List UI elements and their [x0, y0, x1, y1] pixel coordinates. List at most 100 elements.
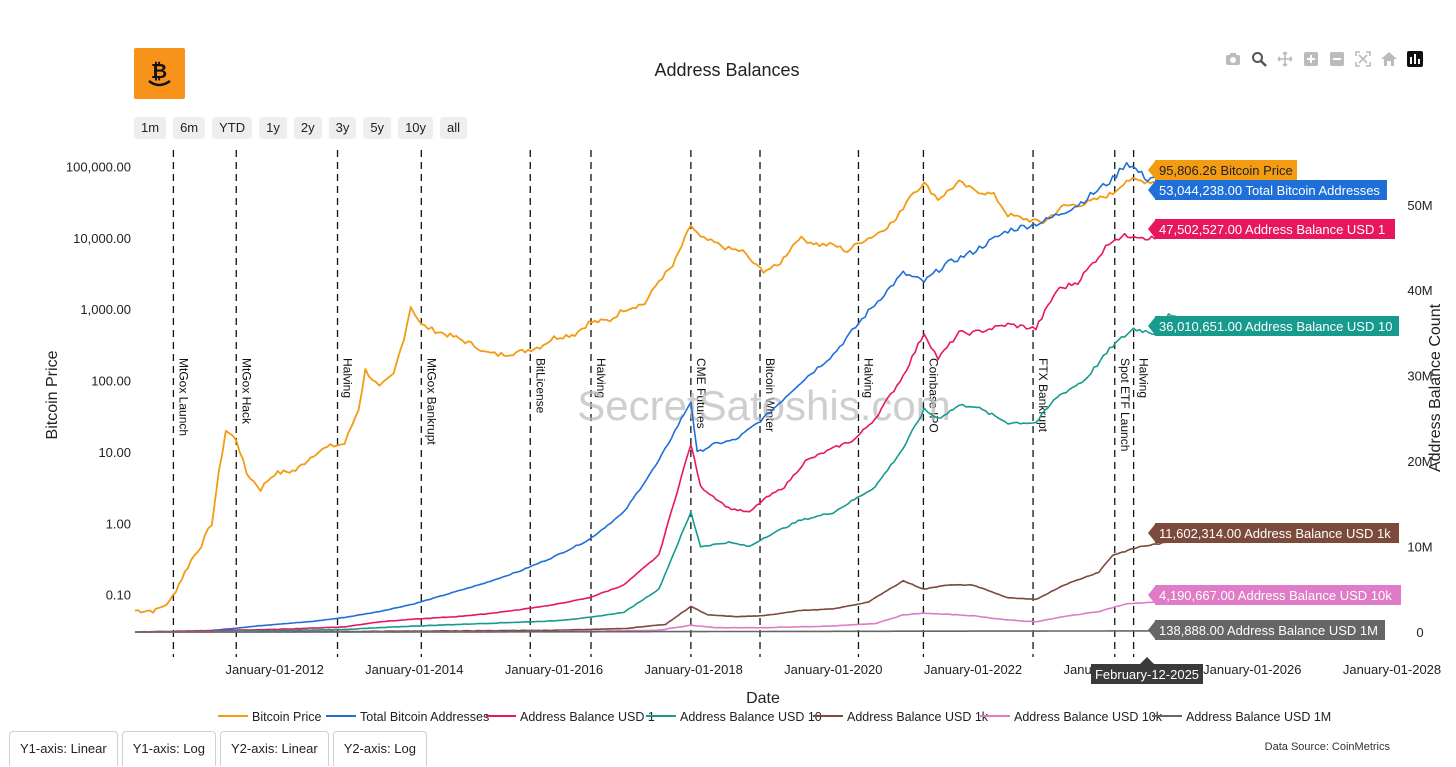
zoom-in-icon[interactable] — [1302, 50, 1320, 68]
end-label-text: 95,806.26 Bitcoin Price — [1159, 163, 1293, 178]
y1-tick-label: 0.10 — [106, 588, 131, 603]
y2-axis-title: Address Balance Count — [1427, 303, 1444, 472]
range-2y-button[interactable]: 2y — [293, 117, 322, 139]
series-line-usd10k[interactable] — [134, 595, 1191, 633]
end-label-pointer — [1148, 160, 1156, 180]
y2-tick-label: 30M — [1407, 369, 1432, 384]
end-label-text: 53,044,238.00 Total Bitcoin Addresses — [1159, 183, 1380, 198]
event-label: MtGox Launch — [176, 358, 190, 436]
event-label: Halving — [1137, 358, 1151, 398]
y1-tick-label: 10,000.00 — [73, 231, 131, 246]
legend-item-usd10[interactable]: Address Balance USD 10 — [646, 710, 822, 724]
hover-date-label: February-12-2025 — [1095, 667, 1199, 682]
end-label-text: 138,888.00 Address Balance USD 1M — [1159, 623, 1378, 638]
event-label: Halving — [341, 358, 355, 398]
event-label: MtGox Hack — [239, 358, 253, 425]
legend-item-usd1m[interactable]: Address Balance USD 1M — [1152, 710, 1331, 724]
range-6m-button[interactable]: 6m — [173, 117, 206, 139]
x-tick-label: January-01-2018 — [645, 662, 743, 677]
legend-label: Address Balance USD 1M — [1186, 710, 1331, 724]
range-1y-button[interactable]: 1y — [259, 117, 287, 139]
zoom-icon[interactable] — [1250, 50, 1268, 68]
legend-item-usd1k[interactable]: Address Balance USD 1k — [813, 710, 989, 724]
end-label-text: 36,010,651.00 Address Balance USD 10 — [1159, 319, 1392, 334]
event-label: Halving — [861, 358, 875, 398]
y1-tick-label: 10.00 — [98, 445, 131, 460]
end-label-pointer — [1148, 219, 1156, 239]
legend-label: Address Balance USD 10k — [1014, 710, 1163, 724]
event-label: Halving — [594, 358, 608, 398]
x-tick-label: January-01-2014 — [365, 662, 463, 677]
y1-tick-label: 1,000.00 — [80, 302, 131, 317]
watermark: SecretSatoshis.com — [577, 382, 951, 429]
legend-label: Address Balance USD 1k — [847, 710, 989, 724]
end-label-box — [1155, 316, 1399, 336]
chart-title: Address Balances — [654, 60, 799, 80]
end-label-pointer — [1148, 523, 1156, 543]
end-label-box — [1155, 620, 1385, 640]
end-label-usd10k: 4,190,667.00 Address Balance USD 10k — [1148, 585, 1401, 605]
end-label-total: 53,044,238.00 Total Bitcoin Addresses — [1148, 180, 1387, 200]
end-label-text: 4,190,667.00 Address Balance USD 10k — [1159, 588, 1392, 603]
y1-linear-button[interactable]: Y1-axis: Linear — [9, 731, 118, 766]
end-label-text: 11,602,314.00 Address Balance USD 1k — [1159, 526, 1391, 541]
x-tick-label: January-01-2016 — [505, 662, 603, 677]
series-line-total[interactable] — [134, 161, 1192, 633]
legend-label: Bitcoin Price — [252, 710, 322, 724]
end-label-pointer — [1148, 620, 1156, 640]
legend-item-usd1[interactable]: Address Balance USD 1 — [486, 710, 655, 724]
range-1m-button[interactable]: 1m — [134, 117, 167, 139]
end-label-usd1: 47,502,527.00 Address Balance USD 1 — [1148, 219, 1395, 239]
end-label-box — [1155, 160, 1297, 180]
end-label-pointer — [1148, 316, 1156, 336]
end-label-box — [1155, 585, 1401, 605]
modebar — [1224, 50, 1424, 68]
end-label-box — [1155, 219, 1395, 239]
legend-label: Address Balance USD 10 — [680, 710, 822, 724]
data-source: Data Source: CoinMetrics — [1264, 741, 1390, 753]
end-label-usd1m: 138,888.00 Address Balance USD 1M — [1148, 620, 1385, 640]
x-tick-label: January-01-2012 — [226, 662, 324, 677]
range-5y-button[interactable]: 5y — [363, 117, 392, 139]
x-axis-title: Date — [746, 690, 780, 707]
camera-icon[interactable] — [1224, 50, 1242, 68]
x-tick-label: January-01-2026 — [1203, 662, 1301, 677]
legend-item-total[interactable]: Total Bitcoin Addresses — [326, 710, 489, 724]
series-line-usd1m[interactable] — [135, 630, 1191, 633]
y1-tick-label: 100.00 — [91, 374, 131, 389]
y1-tick-label: 1.00 — [106, 516, 131, 531]
pan-icon[interactable] — [1276, 50, 1294, 68]
end-label-box — [1155, 523, 1399, 543]
y2-linear-button[interactable]: Y2-axis: Linear — [219, 731, 329, 766]
end-label-text: 47,502,527.00 Address Balance USD 1 — [1159, 222, 1385, 237]
legend-label: Address Balance USD 1 — [520, 710, 655, 724]
hover-date-tooltip: February-12-2025 — [1091, 657, 1203, 684]
home-icon[interactable] — [1380, 50, 1398, 68]
event-label: FTX Bankrupt — [1036, 358, 1050, 433]
bitcoin-logo: ₿ — [134, 48, 185, 99]
y1-axis-title: Bitcoin Price — [44, 350, 61, 439]
range-selector: 1m 6m YTD 1y 2y 3y 5y 10y all — [134, 117, 468, 139]
series-line-usd10[interactable] — [134, 313, 1192, 633]
y2-tick-label: 10M — [1407, 540, 1432, 555]
x-tick-label: January-01-2028 — [1343, 662, 1441, 677]
series-line-usd1[interactable] — [134, 224, 1191, 633]
y2-tick-label: 40M — [1407, 283, 1432, 298]
event-label: BitLicense — [533, 358, 547, 414]
event-label: Spot ETF Launch — [1118, 358, 1132, 451]
y2-log-button[interactable]: Y2-axis: Log — [332, 731, 427, 766]
autoscale-icon[interactable] — [1354, 50, 1372, 68]
legend-item-usd10k[interactable]: Address Balance USD 10k — [980, 710, 1163, 724]
range-all-button[interactable]: all — [440, 117, 468, 139]
y1-log-button[interactable]: Y1-axis: Log — [121, 731, 216, 766]
legend-item-price[interactable]: Bitcoin Price — [218, 710, 322, 724]
series-line-price[interactable] — [134, 166, 1191, 614]
end-label-box — [1155, 180, 1387, 200]
event-label: CME Futures — [694, 358, 708, 429]
range-3y-button[interactable]: 3y — [328, 117, 357, 139]
range-ytd-button[interactable]: YTD — [212, 117, 253, 139]
end-label-price: 95,806.26 Bitcoin Price — [1148, 160, 1297, 180]
bars-icon[interactable] — [1406, 50, 1424, 68]
range-10y-button[interactable]: 10y — [398, 117, 434, 139]
zoom-out-icon[interactable] — [1328, 50, 1346, 68]
